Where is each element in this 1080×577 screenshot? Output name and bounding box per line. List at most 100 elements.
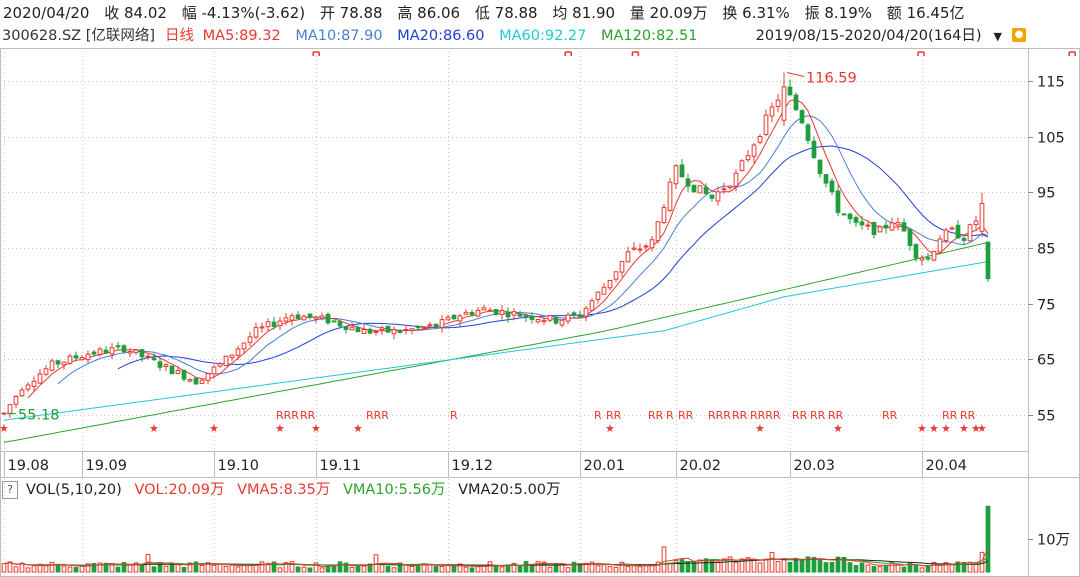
quote-amplitude: 振 8.19% — [804, 4, 873, 22]
quote-avg: 均 81.90 — [552, 4, 616, 22]
candle-body — [565, 314, 571, 322]
volume-bar — [469, 567, 475, 573]
signal-marker: R — [594, 409, 602, 422]
candle-body — [937, 238, 943, 253]
volume-bar — [427, 564, 433, 573]
signal-star: ★ — [311, 422, 321, 435]
volume-bar — [877, 566, 883, 573]
candle-body — [241, 342, 247, 350]
candle-body — [355, 327, 361, 333]
volume-bar — [937, 564, 943, 573]
quote-info-bar: 2020/04/20 收 84.02 幅 -4.13%(-3.62) 开 78.… — [0, 0, 1080, 26]
volume-bar — [235, 566, 241, 573]
signal-marker: RR — [810, 409, 826, 422]
candle-body — [37, 373, 43, 384]
x-tick-label: 19.11 — [320, 458, 362, 474]
candle-body — [505, 311, 511, 318]
candle-body — [361, 329, 367, 334]
volume-bar — [979, 551, 985, 573]
volume-bar — [535, 561, 541, 573]
period-selector[interactable]: 日线 — [165, 28, 195, 44]
quote-low: 低 78.88 — [474, 4, 538, 22]
chevron-down-icon[interactable]: ▼ — [993, 30, 1002, 43]
volume-bar — [841, 556, 847, 573]
volume-bar — [349, 566, 355, 573]
volume-bar — [895, 563, 901, 573]
volume-bar — [253, 564, 259, 573]
volume-bar — [439, 565, 445, 573]
candle-body — [349, 326, 355, 331]
candle-body — [583, 307, 589, 317]
candle-body — [469, 312, 475, 316]
volume-bar — [583, 562, 589, 573]
candle-body — [199, 379, 205, 384]
candle-body — [331, 320, 337, 323]
candle-body — [385, 325, 391, 333]
candle-body — [43, 368, 49, 375]
volume-bar — [955, 561, 961, 573]
volume-bar — [727, 556, 733, 573]
candle-body — [481, 307, 487, 311]
volume-bar — [373, 554, 379, 573]
volume-bar — [769, 551, 775, 573]
signal-star: ★ — [959, 422, 969, 435]
x-tick-label: 19.12 — [452, 458, 494, 474]
volume-bar — [475, 566, 481, 573]
candle-body — [589, 300, 595, 311]
volume-bar — [799, 559, 805, 573]
candle-body — [763, 114, 769, 135]
volume-bar — [817, 559, 823, 573]
candle-body — [577, 314, 583, 318]
volume-bar — [889, 561, 895, 573]
volume-bar — [715, 561, 721, 573]
candle-body — [211, 366, 217, 375]
help-icon[interactable]: ? — [2, 481, 18, 499]
vma5-value: VMA5:8.35万 — [237, 482, 331, 498]
candle-body — [25, 384, 31, 390]
candle-body — [607, 279, 613, 289]
candle-body — [475, 309, 481, 317]
candle-body — [67, 355, 73, 364]
quote-change: 幅 -4.13%(-3.62) — [181, 4, 306, 22]
volume-bar — [847, 562, 853, 573]
volume-bar — [781, 558, 787, 573]
candle-body — [823, 174, 829, 184]
volume-bar — [325, 564, 331, 573]
volume-bar — [619, 561, 625, 573]
date-range-label: 2019/08/15-2020/04/20(164日) — [755, 28, 982, 44]
volume-bar — [127, 564, 133, 573]
signal-star: ★ — [0, 422, 9, 435]
candle-body — [403, 328, 409, 331]
candle-body — [457, 315, 463, 322]
candle-body — [115, 345, 121, 348]
candle-body — [109, 347, 115, 355]
candle-body — [541, 319, 547, 323]
volume-bar — [91, 562, 97, 573]
volume-bar — [109, 563, 115, 573]
date-range-selector[interactable]: 2019/08/15-2020/04/20(164日) ▼ ● — [755, 24, 1026, 49]
signal-star: ★ — [929, 422, 939, 435]
candle-body — [799, 110, 805, 124]
candle-body — [787, 86, 793, 96]
candle-body — [61, 361, 67, 366]
candle-body — [727, 185, 733, 189]
volume-bar — [913, 565, 919, 573]
volume-bar — [445, 565, 451, 573]
candle-body — [229, 354, 235, 359]
quote-date: 2020/04/20 — [3, 4, 90, 22]
lock-icon[interactable]: ● — [1012, 28, 1026, 42]
candle-body — [853, 217, 859, 223]
volume-bar — [421, 563, 427, 573]
quote-amount: 额 16.45亿 — [886, 4, 965, 22]
candle-body — [487, 309, 493, 312]
candle-body — [595, 291, 601, 300]
signal-star: ★ — [605, 422, 615, 435]
volume-bar — [79, 565, 85, 573]
volume-bar — [313, 562, 319, 573]
volume-bar — [457, 563, 463, 573]
signal-marker: RR — [828, 409, 844, 422]
signal-star: ★ — [833, 422, 843, 435]
signal-marker: RR — [942, 409, 958, 422]
volume-bar — [73, 566, 79, 573]
y-tick-label: 95 — [1037, 186, 1055, 202]
